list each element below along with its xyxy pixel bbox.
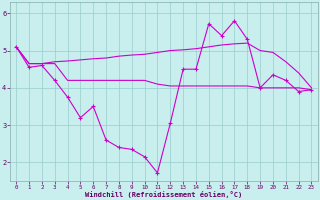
X-axis label: Windchill (Refroidissement éolien,°C): Windchill (Refroidissement éolien,°C)	[85, 191, 243, 198]
